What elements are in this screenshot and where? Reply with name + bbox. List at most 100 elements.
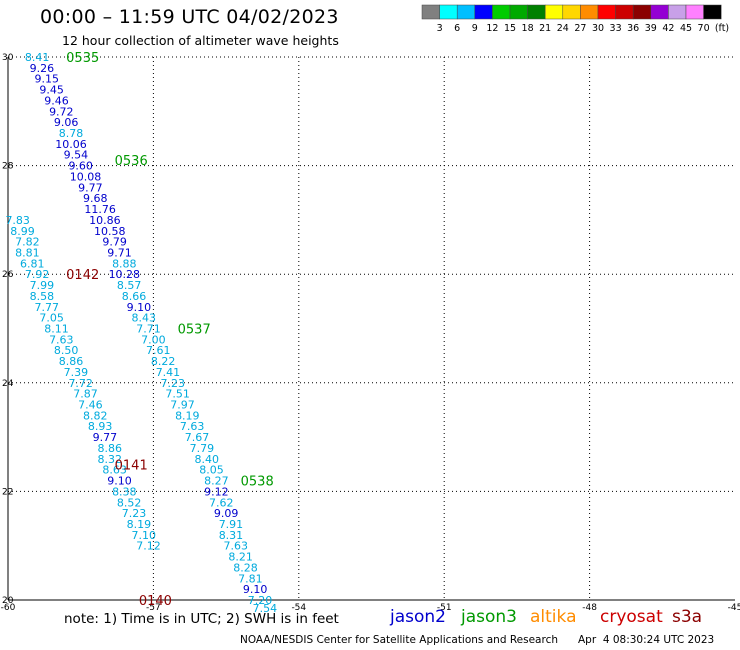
wave-height-value: 9.60 — [68, 160, 93, 173]
legend-tick-label: 33 — [610, 23, 622, 34]
wave-height-value: 8.19 — [127, 518, 152, 531]
wave-height-value: 7.77 — [35, 301, 60, 314]
wave-height-map: -60 -57 -54 -51 -48 -453028262422208.419.269.… — [1, 51, 740, 615]
wave-height-value: 7.63 — [224, 540, 249, 553]
wave-height-value: 8.50 — [54, 344, 79, 357]
wave-height-value: 11.76 — [84, 203, 116, 216]
wave-height-value: 9.72 — [49, 105, 74, 118]
wave-height-value: 7.61 — [146, 344, 171, 357]
legend-tick-label: 3 — [437, 23, 443, 34]
satellite-s3a-label: s3a — [672, 607, 703, 627]
wave-height-value: 9.77 — [93, 431, 118, 444]
map-subtitle: 12 hour collection of altimeter wave hei… — [62, 33, 339, 48]
y-tick-label: 28 — [2, 162, 14, 172]
legend-tick-label: 39 — [645, 23, 657, 34]
wave-height-value: 7.63 — [49, 333, 74, 346]
wave-height-value: 7.05 — [39, 312, 64, 325]
track-time-label: 0537 — [178, 323, 211, 338]
wave-height-value: 8.40 — [194, 453, 219, 466]
y-tick-label: 30 — [2, 53, 14, 63]
legend-tick-label: 45 — [680, 23, 692, 34]
track-time-label: 0535 — [66, 51, 99, 66]
wave-height-value: 10.08 — [70, 170, 102, 183]
wave-height-value: 7.54 — [253, 602, 278, 615]
wave-height-value: 8.27 — [204, 475, 229, 488]
y-tick-label: 24 — [2, 379, 14, 389]
wave-height-value: 7.63 — [180, 420, 205, 433]
wave-height-value: 7.79 — [190, 442, 215, 455]
wave-height-value: 8.86 — [59, 355, 84, 368]
wave-height-value: 9.26 — [30, 62, 55, 75]
legend-tick-label: 24 — [557, 23, 569, 34]
wave-height-value: 8.28 — [233, 561, 258, 574]
wave-height-value: 7.83 — [5, 214, 30, 227]
legend-tick-label: 6 — [454, 23, 460, 34]
legend-tick-label: 15 — [504, 23, 516, 34]
wave-height-value: 7.12 — [136, 540, 161, 553]
wave-height-value: 9.68 — [83, 192, 108, 205]
wave-height-value: 7.23 — [122, 507, 147, 520]
wave-height-value: 8.19 — [175, 409, 200, 422]
wave-height-value: 7.10 — [131, 529, 156, 542]
wave-height-value: 9.79 — [102, 236, 127, 249]
wave-height-value: 8.43 — [131, 312, 156, 325]
x-tick-label: -60 — [1, 603, 16, 613]
wave-height-color-legend: 3 6 9 12 15 18 21 24 27 30 33 36 39 42 45 70 (ft) — [421, 4, 729, 34]
x-tick-label: -57 — [146, 603, 161, 613]
wave-height-value: 7.20 — [248, 594, 273, 607]
wave-height-value: 10.86 — [89, 214, 121, 227]
wave-height-value: 8.88 — [112, 257, 137, 270]
wave-height-value: 7.91 — [219, 518, 244, 531]
wave-height-value: 9.45 — [39, 84, 64, 97]
wave-height-value: 8.21 — [228, 551, 253, 564]
legend-tick-label: 30 — [592, 23, 604, 34]
wave-height-value: 8.05 — [199, 464, 224, 477]
wave-height-value: 9.71 — [107, 246, 132, 259]
wave-height-value: 8.58 — [30, 290, 55, 303]
x-tick-label: -48 — [582, 603, 597, 613]
wave-height-value: 9.10 — [127, 301, 152, 314]
wave-height-value: 7.99 — [30, 279, 55, 292]
wave-height-value: 10.28 — [109, 268, 141, 281]
satellite-altika-label: altika — [530, 607, 577, 627]
wave-height-value: 8.93 — [88, 420, 113, 433]
wave-height-value: 7.97 — [170, 399, 195, 412]
wave-height-value: 7.71 — [136, 323, 161, 336]
wave-height-value: 8.81 — [15, 246, 40, 259]
wave-height-value: 9.10 — [243, 583, 268, 596]
wave-height-value: 7.46 — [78, 399, 103, 412]
track-time-label: 0142 — [66, 268, 99, 283]
wave-height-value: 8.63 — [102, 464, 127, 477]
track-time-label: 0538 — [241, 475, 274, 490]
wave-height-value: 8.41 — [25, 51, 50, 64]
x-tick-label: -51 — [437, 603, 452, 613]
wave-height-value: 8.66 — [122, 290, 147, 303]
wave-height-value: 8.22 — [151, 355, 176, 368]
wave-height-value: 8.86 — [98, 442, 123, 455]
map-title: 00:00 – 11:59 UTC 04/02/2023 — [40, 6, 339, 28]
satellite-jason2-label: jason2 — [390, 607, 446, 627]
wave-height-value: 10.58 — [94, 225, 126, 238]
legend-tick-label: 18 — [522, 23, 534, 34]
wave-height-value: 9.15 — [35, 73, 60, 86]
note-text: note: 1) Time is in UTC; 2) SWH is in fe… — [64, 611, 339, 627]
wave-height-value: 10.06 — [55, 138, 87, 151]
wave-height-value: 8.78 — [59, 127, 84, 140]
wave-height-value: 9.46 — [44, 94, 69, 107]
wave-height-value: 7.41 — [156, 366, 181, 379]
legend-tick-label: 27 — [574, 23, 586, 34]
wave-height-value: 7.92 — [25, 268, 50, 281]
x-tick-label: -54 — [291, 603, 306, 613]
satellite-jason3-label: jason3 — [461, 607, 517, 627]
wave-height-value: 7.82 — [15, 236, 40, 249]
wave-height-value: 8.32 — [98, 453, 123, 466]
wave-height-value: 7.87 — [73, 388, 98, 401]
track-time-label: 0141 — [115, 458, 148, 473]
track-time-label: 0536 — [115, 154, 148, 169]
legend-tick-label: 9 — [472, 23, 478, 34]
wave-height-value: 7.81 — [238, 572, 263, 585]
legend-tick-label: 36 — [627, 23, 639, 34]
wave-height-value: 9.12 — [204, 485, 229, 498]
satellite-cryosat-label: cryosat — [600, 607, 663, 627]
legend-unit-label: (ft) — [715, 23, 729, 34]
